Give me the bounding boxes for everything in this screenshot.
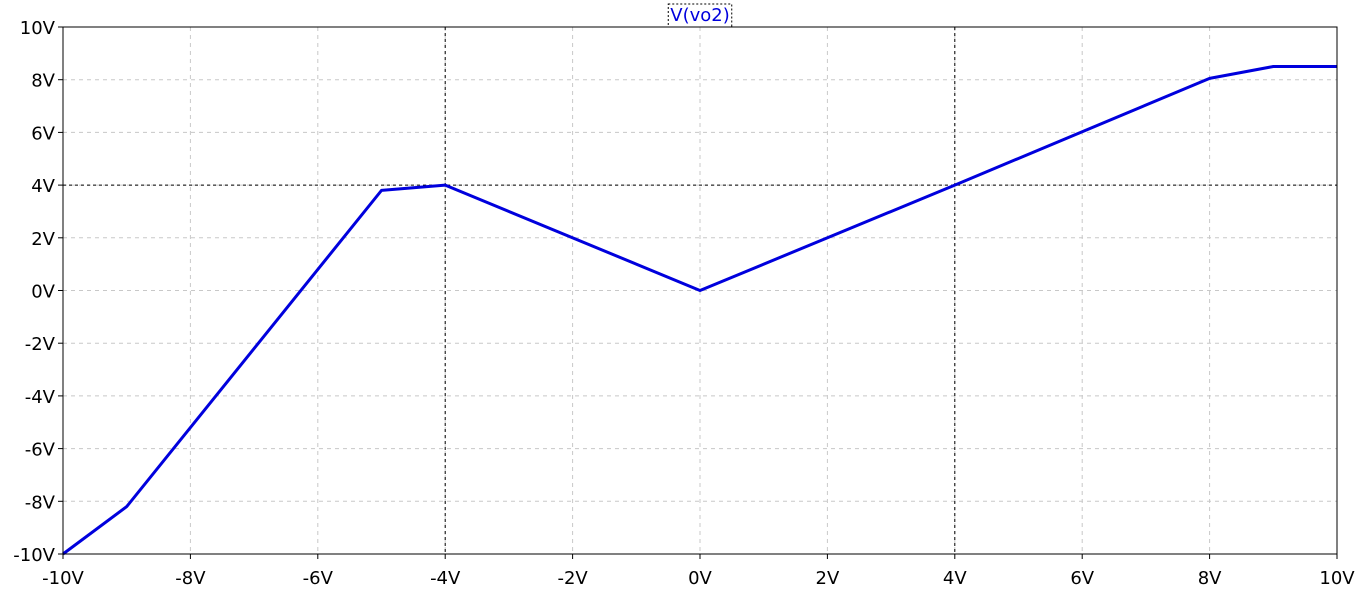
y-tick-label: -2V: [25, 334, 56, 355]
legend[interactable]: V(vo2): [667, 3, 733, 28]
x-tick-label: 10V: [1319, 568, 1355, 589]
legend-entry-vo2[interactable]: V(vo2): [670, 5, 729, 26]
y-tick-label: 6V: [31, 123, 55, 144]
x-tick-label: 2V: [816, 568, 840, 589]
x-tick-label: -8V: [175, 568, 206, 589]
y-tick-label: 0V: [31, 282, 55, 303]
y-tick-label: 4V: [31, 176, 55, 197]
x-tick-label: 8V: [1198, 568, 1222, 589]
x-tick-label: 4V: [943, 568, 967, 589]
x-tick-label: -2V: [557, 568, 588, 589]
x-tick-label: 6V: [1070, 568, 1094, 589]
x-tick-label: 0V: [688, 568, 712, 589]
y-tick-label: -4V: [25, 387, 56, 408]
x-tick-label: -4V: [430, 568, 461, 589]
y-tick-label: 2V: [31, 229, 55, 250]
x-tick-label: -6V: [303, 568, 334, 589]
y-axis-ticks: 10V 8V 6V 4V 2V 0V -2V -4V -6V -8V -10V: [13, 18, 63, 566]
y-tick-label: 10V: [20, 18, 56, 39]
y-tick-label: -8V: [25, 492, 56, 513]
cursor-lines: [63, 27, 1337, 554]
x-axis-ticks: -10V -8V -6V -4V -2V 0V 2V 4V 6V 8V 10V: [42, 554, 1355, 589]
series-layer: [62, 65, 1337, 556]
y-tick-label: -6V: [25, 440, 56, 461]
series-line-vo2: [62, 65, 1337, 556]
x-tick-label: -10V: [42, 568, 84, 589]
y-tick-label: 8V: [31, 71, 55, 92]
y-tick-label: -10V: [13, 545, 55, 566]
legend-box: [667, 3, 733, 28]
